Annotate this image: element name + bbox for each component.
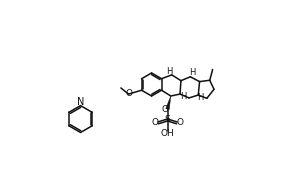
Text: H: H (197, 94, 204, 102)
Text: S: S (165, 116, 170, 124)
Text: H: H (166, 67, 172, 75)
Text: O: O (161, 105, 169, 113)
Text: O: O (152, 118, 159, 127)
Text: N: N (77, 97, 84, 107)
Text: OH: OH (161, 129, 174, 138)
Text: H: H (189, 69, 195, 77)
Text: H: H (180, 93, 186, 101)
Polygon shape (166, 96, 171, 109)
Text: O: O (176, 118, 183, 127)
Text: O: O (125, 89, 132, 98)
